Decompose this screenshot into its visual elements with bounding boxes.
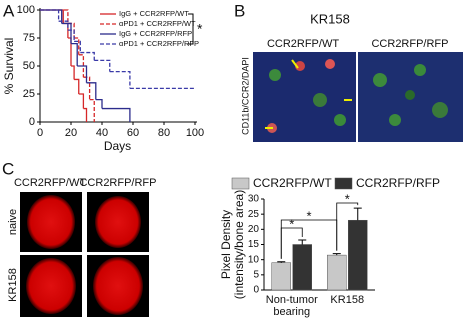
survival-step bbox=[63, 22, 69, 38]
annotation: * bbox=[306, 208, 311, 223]
annotation: * bbox=[197, 21, 203, 37]
micrograph bbox=[358, 52, 463, 142]
survival-step bbox=[74, 40, 81, 53]
y-axis-label: Pixel Density bbox=[219, 210, 233, 279]
x-tick-label: 40 bbox=[96, 127, 108, 139]
bone-image bbox=[20, 255, 82, 317]
survival-step bbox=[89, 98, 95, 122]
x-axis-label: Days bbox=[104, 139, 131, 153]
x-tick-label: KR158 bbox=[330, 294, 365, 306]
bar bbox=[271, 262, 291, 291]
panel-label: C bbox=[2, 159, 14, 178]
survival-step bbox=[80, 51, 95, 61]
survival-step bbox=[74, 37, 80, 55]
survival-step bbox=[86, 82, 97, 100]
panel-label: A bbox=[3, 1, 15, 20]
survival-step bbox=[78, 54, 85, 78]
survival-step bbox=[83, 107, 88, 122]
y-axis-label: % Survival bbox=[2, 38, 16, 95]
y-tick-label: 25 bbox=[248, 209, 260, 220]
row-label: KR158 bbox=[7, 268, 19, 302]
survival-step bbox=[83, 76, 91, 100]
column-label: CCR2RFP/WT bbox=[14, 177, 86, 189]
legend-label: IgG + CCR2RFP/RFP bbox=[119, 29, 192, 38]
legend-label: CCR2RFP/RFP bbox=[356, 176, 440, 190]
bracket bbox=[188, 13, 194, 45]
x-tick-label: 80 bbox=[158, 127, 170, 139]
error-bar bbox=[332, 253, 341, 256]
survival-step bbox=[74, 78, 80, 94]
y-tick-label: 75 bbox=[23, 32, 35, 44]
x-tick-label: Non-tumor bearing bbox=[265, 294, 318, 318]
y-tick-label: 5 bbox=[253, 269, 259, 280]
y-tick-label: 20 bbox=[248, 224, 260, 235]
legend-swatch bbox=[334, 177, 353, 190]
survival-step bbox=[102, 107, 131, 122]
x-tick-label: 20 bbox=[65, 127, 77, 139]
survival-step bbox=[71, 65, 75, 80]
x-tick-label: 60 bbox=[127, 127, 139, 139]
survival-step bbox=[71, 42, 78, 66]
y-axis-label: (intensity/bone area) bbox=[232, 190, 246, 299]
bar bbox=[348, 219, 368, 291]
y-tick-label: 25 bbox=[23, 88, 35, 100]
survival-step bbox=[109, 70, 131, 89]
micrograph bbox=[253, 52, 356, 142]
survival-step bbox=[61, 22, 72, 44]
error-bar bbox=[298, 239, 307, 245]
bar bbox=[292, 244, 312, 291]
y-tick-label: 30 bbox=[248, 194, 260, 205]
x-tick-label: 0 bbox=[37, 127, 43, 139]
column-label: CCR2RFP/RFP bbox=[79, 177, 156, 189]
panel-label: B bbox=[234, 1, 245, 20]
survival-step bbox=[40, 9, 60, 22]
bone-image bbox=[20, 192, 82, 252]
y-tick-label: 10 bbox=[248, 254, 260, 265]
survival-step bbox=[78, 93, 85, 109]
error-bar bbox=[353, 207, 362, 221]
survival-step bbox=[67, 29, 75, 42]
bracket bbox=[336, 202, 359, 251]
row-label: naive bbox=[7, 209, 19, 235]
column-label: CCR2RFP/WT bbox=[267, 38, 339, 50]
bar bbox=[327, 254, 347, 291]
bone-image bbox=[87, 255, 149, 317]
y-tick-label: 50 bbox=[23, 60, 35, 72]
legend-label: CCR2RFP/WT bbox=[253, 176, 332, 190]
legend-label: IgG + CCR2RFP/WT bbox=[119, 9, 189, 18]
legend-label: αPD1 + CCR2RFP/WT bbox=[119, 19, 196, 28]
survival-step bbox=[95, 98, 103, 109]
bone-image bbox=[87, 192, 149, 252]
y-tick-label: 0 bbox=[29, 116, 35, 128]
x-tick-label: 100 bbox=[186, 127, 204, 139]
column-label: CCR2RFP/RFP bbox=[371, 38, 448, 50]
stain-label: CD11b/CCR2/DAPI bbox=[240, 57, 250, 135]
y-tick-label: 0 bbox=[253, 285, 259, 296]
y-tick-label: 15 bbox=[248, 239, 260, 250]
annotation: * bbox=[289, 216, 294, 231]
annotation: * bbox=[345, 191, 350, 206]
survival-step bbox=[77, 65, 88, 83]
y-tick-label: 100 bbox=[17, 4, 35, 16]
micrograph-title: KR158 bbox=[310, 11, 350, 26]
legend-label: αPD1 + CCR2RFP/RFP bbox=[119, 39, 199, 48]
legend-swatch bbox=[231, 177, 250, 190]
survival-step bbox=[94, 59, 111, 72]
survival-step bbox=[58, 20, 69, 31]
error-bar bbox=[277, 261, 286, 263]
